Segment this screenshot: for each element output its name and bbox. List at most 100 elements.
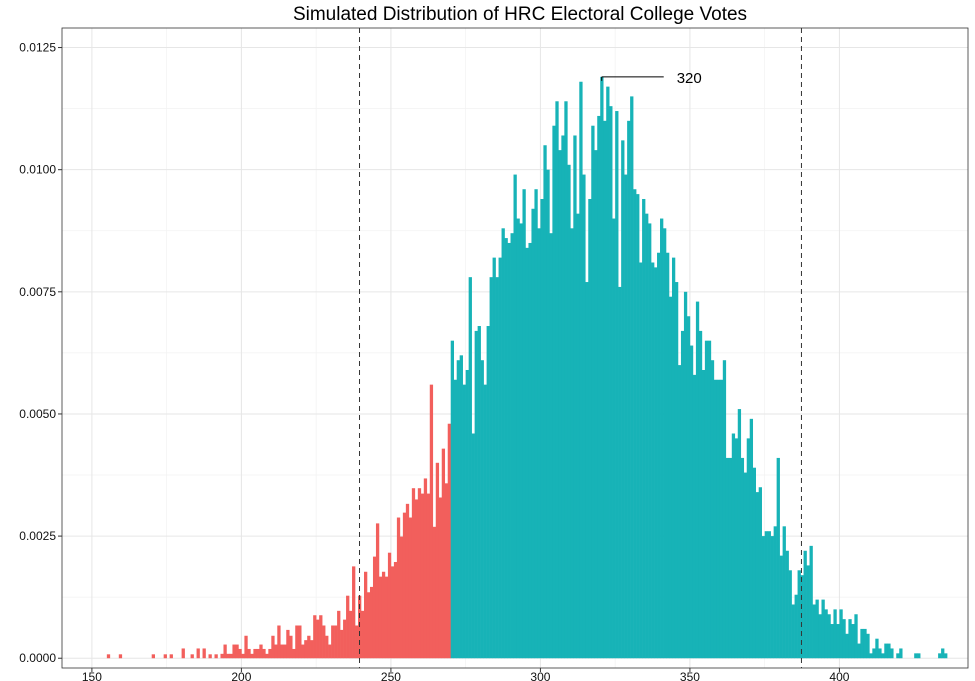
histogram-bar <box>459 355 463 659</box>
histogram-bar <box>402 512 407 659</box>
histogram-bar <box>393 561 398 659</box>
histogram-bar <box>597 115 601 659</box>
histogram-bar <box>477 326 481 659</box>
histogram-bar <box>746 438 751 659</box>
histogram-bar <box>824 609 828 659</box>
histogram-bar <box>618 286 622 659</box>
y-tick-label: 0.0100 <box>19 163 56 177</box>
histogram-bar <box>411 488 416 659</box>
histogram-bar <box>489 277 493 659</box>
histogram-bar <box>788 570 792 659</box>
histogram-bar <box>680 330 685 659</box>
histogram-bar <box>271 635 275 659</box>
histogram-bar <box>869 653 873 659</box>
histogram-bar <box>639 262 643 659</box>
histogram-bar <box>794 594 798 659</box>
histogram-bar <box>555 101 559 659</box>
histogram-bar <box>366 592 371 659</box>
histogram-bar <box>292 648 296 659</box>
histogram-bar <box>259 644 263 659</box>
histogram-bar <box>875 638 879 659</box>
histogram-bar <box>842 619 846 659</box>
histogram-bar <box>692 374 697 659</box>
histogram-bar <box>441 448 446 659</box>
histogram-bar <box>372 556 377 659</box>
histogram-bar <box>740 457 745 659</box>
histogram-bar <box>118 654 123 659</box>
histogram-bar <box>504 238 508 659</box>
histogram-bar <box>235 644 239 659</box>
histogram-bar <box>776 457 780 659</box>
histogram-bar <box>812 604 816 659</box>
histogram-bar <box>301 644 305 659</box>
histogram-bar <box>426 493 431 659</box>
x-tick-label: 300 <box>530 670 550 681</box>
histogram-bar <box>567 164 571 659</box>
histogram-bar <box>513 174 517 659</box>
histogram-bar <box>722 360 727 659</box>
histogram-bar <box>295 625 299 659</box>
histogram-bar <box>501 228 505 659</box>
histogram-bar <box>633 189 637 659</box>
histogram-bar <box>848 619 852 659</box>
histogram-bar <box>857 643 861 659</box>
histogram-bar <box>226 653 230 659</box>
histogram-bar <box>821 599 825 659</box>
histogram-bar <box>594 150 598 659</box>
histogram-bar <box>767 531 771 659</box>
y-tick-label: 0.0125 <box>19 41 56 55</box>
histogram-bar <box>839 609 843 659</box>
histogram-bar <box>337 610 341 659</box>
histogram-bar <box>462 384 466 659</box>
histogram-bar <box>486 326 490 659</box>
histogram-bar <box>695 301 700 659</box>
histogram-bar <box>408 517 413 659</box>
histogram-bar <box>683 291 688 659</box>
histogram-bar <box>860 628 864 659</box>
histogram-bar <box>232 644 236 659</box>
histogram-bar <box>761 536 765 659</box>
histogram-bar <box>334 625 338 659</box>
histogram-bar <box>657 252 661 659</box>
histogram-bar <box>480 360 484 659</box>
histogram-bar <box>887 643 891 659</box>
histogram-bar <box>435 462 440 659</box>
histogram-bar <box>534 189 538 659</box>
histogram-bar <box>878 648 882 659</box>
histogram-bar <box>214 654 218 659</box>
histogram-bar <box>716 379 721 659</box>
histogram-bar <box>546 169 550 659</box>
histogram-bar <box>247 648 251 659</box>
histogram-bar <box>660 218 664 659</box>
histogram-bar <box>414 499 419 659</box>
chart-title: Simulated Distribution of HRC Electoral … <box>293 4 747 25</box>
histogram-bar <box>621 140 625 659</box>
histogram-bar <box>770 536 774 659</box>
histogram-bar <box>803 550 807 659</box>
histogram-bar <box>701 369 706 659</box>
histogram-bar <box>645 213 649 659</box>
histogram-bar <box>265 653 269 659</box>
histogram-bar <box>223 644 227 659</box>
y-tick-label: 0.0075 <box>19 285 56 299</box>
histogram-bar <box>307 635 311 659</box>
histogram-bar <box>361 610 365 659</box>
histogram-bar <box>244 635 248 659</box>
histogram-bar <box>854 614 858 659</box>
histogram-bar <box>734 438 739 659</box>
x-tick-label: 150 <box>82 670 102 681</box>
histogram-bar <box>671 257 676 659</box>
histogram-bar <box>648 223 652 659</box>
histogram-bar <box>181 648 185 659</box>
histogram-bar <box>791 604 795 659</box>
histogram-bar <box>202 648 206 659</box>
histogram-bar <box>731 433 736 659</box>
histogram-bar <box>310 640 314 659</box>
histogram-bar <box>938 653 942 659</box>
histogram-bar <box>381 571 386 659</box>
histogram-bar <box>863 628 867 659</box>
histogram-bar <box>208 654 212 659</box>
histogram-bar <box>851 624 855 659</box>
histogram-bar <box>316 619 320 659</box>
histogram-bar <box>537 228 541 659</box>
